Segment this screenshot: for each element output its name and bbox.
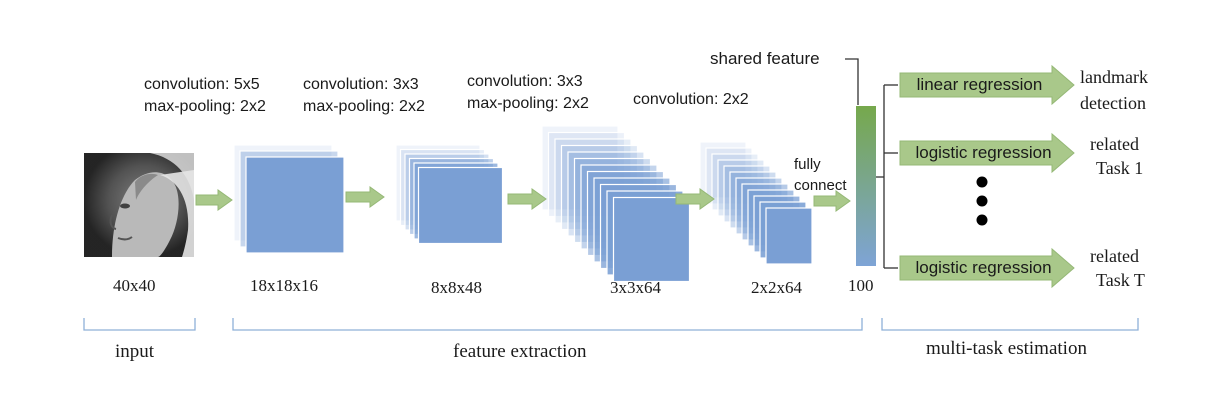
fully-connect-line-1: fully [794, 156, 821, 173]
section-multi-task-label: multi-task estimation [926, 338, 1087, 359]
conv2-size-label: 8x8x48 [431, 278, 482, 297]
arrow-conv2-conv3 [507, 188, 547, 210]
conv2-feature-map [417, 166, 504, 245]
task-target-1-line-1: related [1090, 134, 1139, 154]
conv2-ops: convolution: 3x3 max-pooling: 2x2 [303, 74, 425, 118]
shared-feature-label: shared feature [710, 49, 820, 68]
bracket-input [83, 318, 196, 331]
conv4-size-label: 2x2x64 [751, 278, 802, 297]
task-target-t: related Task T [1090, 244, 1145, 292]
task-target-t-line-1: related [1090, 246, 1139, 266]
task-logistic-regression-1-label: logistic regression [915, 143, 1052, 162]
conv3-feature-map [612, 196, 691, 283]
task-arrow-linear [899, 64, 1075, 106]
task-target-t-line-2: Task T [1096, 270, 1145, 290]
conv4-ops: convolution: 2x2 [633, 89, 749, 111]
conv1-op-2: max-pooling: 2x2 [144, 98, 266, 115]
task-target-landmark-line-1: landmark [1080, 67, 1148, 87]
conv1-op-1: convolution: 5x5 [144, 76, 260, 93]
input-size-label: 40x40 [113, 276, 156, 295]
task-target-landmark: landmark detection [1080, 64, 1148, 116]
fully-connect-label: fully connect [794, 154, 847, 196]
arrow-conv4-fc [813, 190, 851, 212]
bracket-multi-task [881, 318, 1139, 331]
arrow-conv3-conv4 [675, 188, 715, 210]
conv2-op-2: max-pooling: 2x2 [303, 98, 425, 115]
conv3-size-label: 3x3x64 [610, 278, 661, 297]
conv3-feature-stack [541, 125, 691, 283]
conv1-size-label: 18x18x16 [250, 276, 318, 295]
shared-feature-pointer [845, 58, 859, 105]
conv4-op-1: convolution: 2x2 [633, 91, 749, 108]
ellipsis-dot [976, 214, 988, 226]
bracket-feature-extraction [232, 318, 863, 331]
face-photo-icon [84, 153, 194, 257]
arrow-input-conv1 [195, 189, 233, 211]
conv3-op-2: max-pooling: 2x2 [467, 95, 589, 112]
conv4-feature-map [765, 207, 813, 265]
section-input-label: input [115, 341, 155, 362]
conv4-feature-stack [699, 141, 813, 265]
task-linear-regression-label: linear regression [916, 75, 1043, 94]
conv3-ops: convolution: 3x3 max-pooling: 2x2 [467, 71, 589, 115]
task-arrow-logistic-1 [899, 132, 1075, 174]
task-target-1: related Task 1 [1090, 132, 1143, 180]
feature-size-label: 100 [848, 276, 874, 295]
conv3-op-1: convolution: 3x3 [467, 73, 583, 90]
conv1-feature-stack [233, 144, 345, 254]
conv1-ops: convolution: 5x5 max-pooling: 2x2 [144, 74, 266, 118]
ellipsis-dot [976, 176, 988, 188]
arrow-conv1-conv2 [345, 186, 385, 208]
task-arrow-logistic-t [899, 247, 1075, 289]
conv2-feature-stack [395, 144, 504, 245]
conv4-feature-map [699, 141, 747, 199]
task-target-1-line-2: Task 1 [1096, 158, 1144, 178]
ellipsis-dot [976, 195, 988, 207]
task-fanout-bracket [876, 84, 898, 269]
conv2-op-1: convolution: 3x3 [303, 76, 419, 93]
section-feature-extraction-label: feature extraction [453, 341, 587, 362]
conv1-feature-map [245, 156, 345, 254]
shared-feature-bar [856, 106, 876, 266]
fully-connect-line-2: connect [794, 177, 847, 194]
task-logistic-regression-t-label: logistic regression [915, 258, 1052, 277]
task-target-landmark-line-2: detection [1080, 93, 1146, 113]
